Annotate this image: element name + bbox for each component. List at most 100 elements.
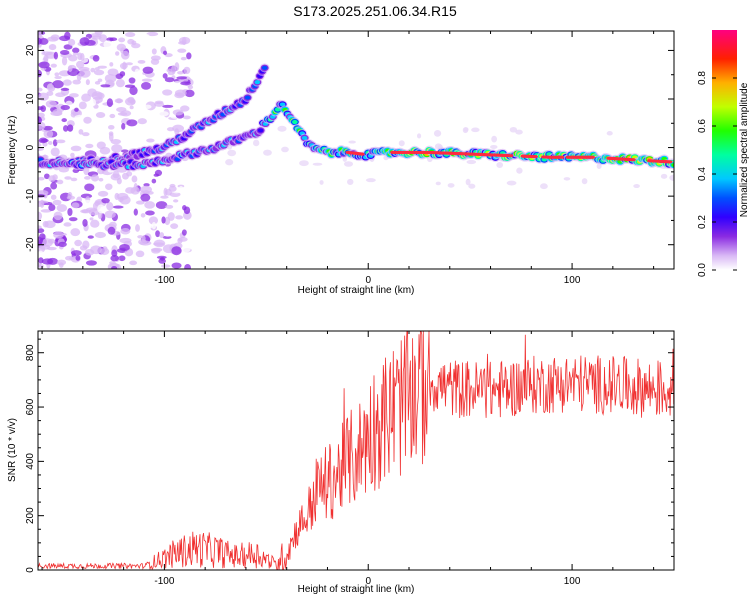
noise-blob <box>41 238 53 247</box>
noise-blob <box>137 59 146 64</box>
noise-blob <box>540 183 548 190</box>
noise-blob <box>299 160 309 167</box>
spectrogram-y-tick-label: -20 <box>25 237 36 252</box>
noise-blob <box>84 183 95 192</box>
ridge-core <box>292 120 298 125</box>
spectrogram-y-tick-label: 0 <box>25 144 36 150</box>
noise-blob <box>126 119 138 127</box>
snr-y-axis-label: SNR (10 * v/v) <box>7 418 18 482</box>
ridge-peak <box>532 155 538 159</box>
noise-blob <box>109 113 116 119</box>
noise-blob <box>47 141 53 145</box>
noise-blob <box>89 33 102 38</box>
snr-y-tick-label: 200 <box>25 507 36 524</box>
noise-blob <box>281 146 289 153</box>
noise-blob <box>52 139 58 147</box>
noise-blob <box>145 210 155 216</box>
noise-blob <box>463 127 469 132</box>
noise-blob <box>117 112 128 116</box>
noise-blob <box>70 152 75 158</box>
noise-blob <box>50 63 57 68</box>
noise-blob <box>118 255 126 262</box>
noise-blob <box>52 199 62 206</box>
ridge-core <box>254 80 261 85</box>
noise-blob <box>515 129 523 135</box>
noise-blob <box>468 183 476 189</box>
noise-blob <box>170 223 179 230</box>
noise-blob <box>180 105 190 112</box>
snr-x-tick-label: 0 <box>365 576 371 587</box>
snr-y-tick-label: 600 <box>25 398 36 415</box>
noise-blob <box>91 174 100 182</box>
noise-blob <box>67 191 73 199</box>
noise-blob <box>110 138 122 145</box>
noise-blob <box>114 192 120 201</box>
noise-blob <box>186 52 192 60</box>
noise-blob <box>50 194 57 200</box>
noise-blob <box>85 143 94 149</box>
colorbar: 0.0 0.2 0.4 0.6 0.8 Normalized spectral ampl… <box>697 30 750 277</box>
noise-blob <box>38 143 42 147</box>
noise-blob <box>52 80 64 89</box>
noise-blob <box>312 162 323 166</box>
noise-blob <box>99 247 110 256</box>
noise-blob <box>596 163 602 170</box>
noise-blob <box>70 177 78 182</box>
noise-blob <box>103 40 113 49</box>
noise-blob <box>263 149 272 156</box>
noise-blob <box>98 34 108 43</box>
noise-blob <box>177 237 183 244</box>
noise-blob <box>41 51 53 56</box>
noise-blob <box>142 66 154 74</box>
noise-blob <box>181 245 191 253</box>
noise-blob <box>68 217 78 222</box>
noise-blob <box>83 116 92 124</box>
noise-blob <box>164 77 175 83</box>
noise-blob <box>115 73 124 80</box>
noise-blob <box>121 50 130 60</box>
noise-blob <box>182 115 191 120</box>
noise-blob <box>38 112 45 119</box>
noise-blob <box>84 176 91 180</box>
noise-blob <box>162 73 168 79</box>
noise-blob <box>42 125 53 131</box>
noise-blob <box>116 43 126 52</box>
page-title: S173.2025.251.06.34.R15 <box>293 3 457 19</box>
noise-blob <box>115 51 120 56</box>
noise-blob <box>491 135 498 143</box>
noise-blob <box>153 173 160 177</box>
noise-blob <box>159 257 166 261</box>
noise-blob <box>82 240 90 249</box>
noise-blob <box>107 226 116 235</box>
noise-blob <box>56 139 66 144</box>
noise-blob <box>143 34 150 39</box>
noise-blob <box>67 207 73 217</box>
noise-blob <box>187 85 194 90</box>
noise-blob <box>127 96 135 104</box>
noise-blob <box>581 178 588 185</box>
noise-blob <box>129 105 134 110</box>
noise-blob <box>175 215 184 220</box>
noise-blob <box>165 204 174 209</box>
snr-x-tick-label: 100 <box>564 576 581 587</box>
noise-blob <box>151 248 161 254</box>
noise-blob <box>94 231 107 239</box>
noise-blob <box>173 199 179 203</box>
colorbar-label: Normalized spectral amplitude <box>739 82 750 217</box>
noise-blob <box>146 31 159 37</box>
noise-blob <box>471 127 480 133</box>
noise-blob <box>98 177 104 182</box>
spectrogram-x-axis-label: Height of straight line (km) <box>298 285 415 296</box>
noise-blob <box>178 41 187 45</box>
noise-blob <box>75 255 81 261</box>
noise-blob <box>55 62 60 71</box>
noise-blob <box>68 38 76 46</box>
ridge-core <box>257 128 264 133</box>
noise-blob <box>177 70 184 75</box>
noise-blob <box>183 66 191 75</box>
noise-blob <box>45 100 57 108</box>
noise-blob <box>138 239 147 245</box>
snr-y-tick-label: 800 <box>25 344 36 361</box>
